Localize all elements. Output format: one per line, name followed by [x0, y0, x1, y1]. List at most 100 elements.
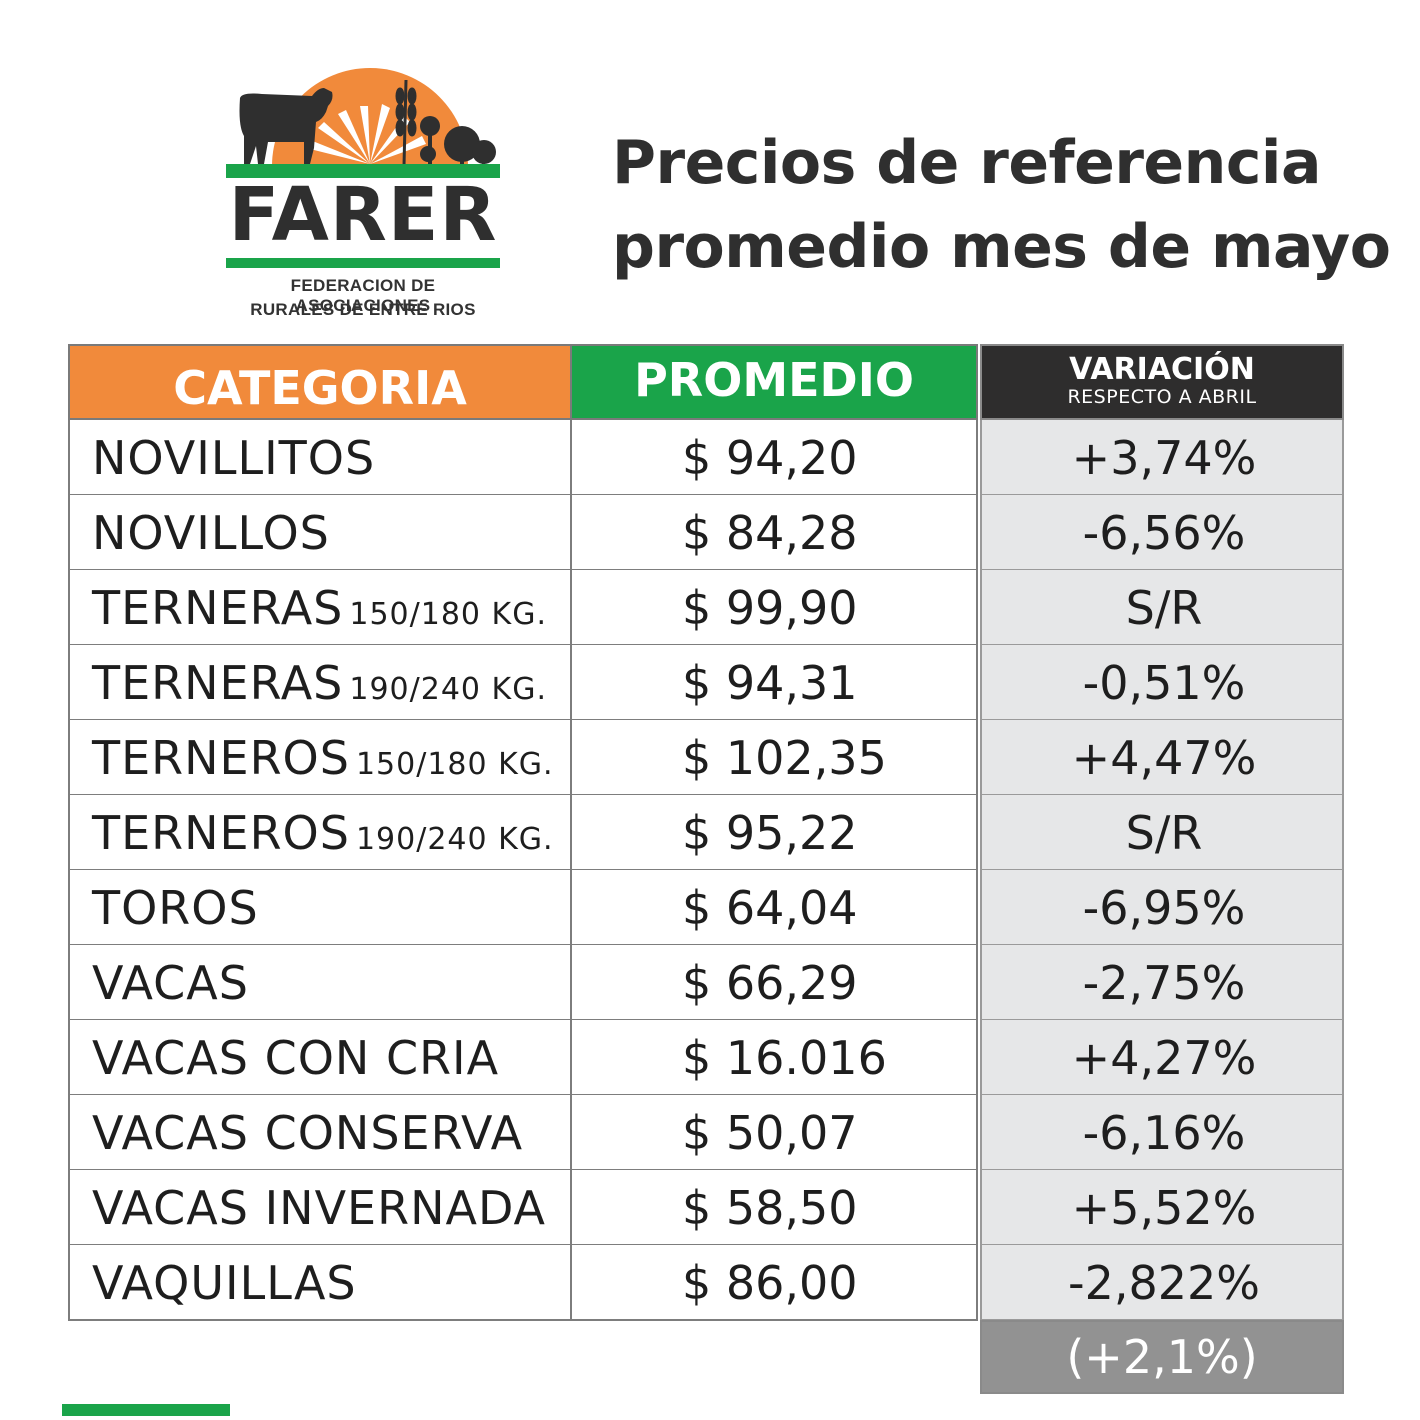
header-variacion-sublabel: RESPECTO A ABRIL	[1067, 386, 1257, 408]
cell-promedio: $ 64,04	[572, 870, 978, 946]
header-variacion-label: VARIACIÓN	[1069, 352, 1255, 387]
page-title-line2: promedio mes de mayo	[612, 212, 1391, 282]
table-row: VAQUILLAS $ 86,00 -2,822%	[68, 1245, 1344, 1321]
cell-variacion: +5,52%	[980, 1170, 1344, 1246]
header-categoria-label: CATEGORIA	[173, 361, 467, 415]
cell-promedio: $ 95,22	[572, 795, 978, 871]
cell-promedio: $ 66,29	[572, 945, 978, 1021]
logo-emblem	[226, 68, 500, 182]
logo-subtitle-line1: FEDERACION DE ASOCIACIONES	[290, 276, 436, 315]
table-row: TOROS $ 64,04 -6,95%	[68, 870, 1344, 946]
cell-categoria: NOVILLITOS	[68, 420, 572, 496]
total-variacion-cell: (+2,1%)	[980, 1320, 1344, 1394]
table-row: TERNERAS 190/240 KG. $ 94,31 -0,51%	[68, 645, 1344, 721]
promedio-value: $ 99,90	[682, 581, 858, 635]
cell-variacion: -6,95%	[980, 870, 1344, 946]
promedio-value: $ 95,22	[682, 806, 858, 860]
cell-variacion: -6,16%	[980, 1095, 1344, 1171]
cell-promedio: $ 94,31	[572, 645, 978, 721]
table-row: TERNEROS 150/180 KG. $ 102,35 +4,47%	[68, 720, 1344, 796]
variacion-value: +3,74%	[1071, 431, 1257, 485]
cell-categoria: VAQUILLAS	[68, 1245, 572, 1321]
promedio-value: $ 84,28	[682, 506, 858, 560]
table-row: VACAS INVERNADA $ 58,50 +5,52%	[68, 1170, 1344, 1246]
cell-promedio: $ 84,28	[572, 495, 978, 571]
variacion-value: -6,95%	[1082, 881, 1246, 935]
cell-categoria: TERNEROS 150/180 KG.	[68, 720, 572, 796]
cell-promedio: $ 102,35	[572, 720, 978, 796]
header-variacion: VARIACIÓN RESPECTO A ABRIL	[980, 344, 1344, 420]
header-promedio-label: PROMEDIO	[634, 353, 914, 407]
promedio-value: $ 16.016	[682, 1031, 887, 1085]
categoria-label: TERNEROS 150/180 KG.	[92, 730, 554, 793]
promedio-value: $ 50,07	[682, 1106, 858, 1160]
categoria-text: TERNEROS	[92, 731, 350, 785]
categoria-label: NOVILLITOS	[92, 431, 376, 485]
categoria-text: TERNEROS	[92, 806, 350, 860]
cell-categoria: TERNERAS 190/240 KG.	[68, 645, 572, 721]
categoria-text: TERNERAS	[92, 581, 344, 635]
promedio-value: $ 58,50	[682, 1181, 858, 1235]
categoria-text: TERNERAS	[92, 656, 344, 710]
promedio-value: $ 94,20	[682, 431, 858, 485]
table-row: VACAS $ 66,29 -2,75%	[68, 945, 1344, 1021]
cell-variacion: -2,822%	[980, 1245, 1344, 1321]
cell-promedio: $ 58,50	[572, 1170, 978, 1246]
variacion-value: -0,51%	[1082, 656, 1246, 710]
cell-variacion: -2,75%	[980, 945, 1344, 1021]
variacion-value: -2,75%	[1082, 956, 1246, 1010]
cell-categoria: TERNEROS 190/240 KG.	[68, 795, 572, 871]
table-row: VACAS CON CRIA $ 16.016 +4,27%	[68, 1020, 1344, 1096]
variacion-value: S/R	[1125, 581, 1203, 635]
cell-categoria: VACAS INVERNADA	[68, 1170, 572, 1246]
cell-categoria: VACAS	[68, 945, 572, 1021]
promedio-value: $ 86,00	[682, 1256, 858, 1310]
cell-variacion: +4,47%	[980, 720, 1344, 796]
cell-categoria: TOROS	[68, 870, 572, 946]
promedio-value: $ 94,31	[682, 656, 858, 710]
cell-promedio: $ 99,90	[572, 570, 978, 646]
footer-green-bar	[62, 1404, 230, 1416]
cow-icon	[239, 88, 333, 164]
categoria-label: TERNERAS 190/240 KG.	[92, 655, 547, 718]
table-row: NOVILLOS $ 84,28 -6,56%	[68, 495, 1344, 571]
cell-categoria: NOVILLOS	[68, 495, 572, 571]
categoria-detalle: 150/180 KG.	[355, 747, 554, 782]
categoria-detalle: 190/240 KG.	[349, 672, 547, 707]
categoria-label: VACAS INVERNADA	[92, 1181, 547, 1235]
table-row: VACAS CONSERVA $ 50,07 -6,16%	[68, 1095, 1344, 1171]
header-categoria: CATEGORIA	[68, 344, 572, 420]
categoria-detalle: 150/180 KG.	[349, 597, 547, 632]
table-row: TERNERAS 150/180 KG. $ 99,90 S/R	[68, 570, 1344, 646]
promedio-value: $ 66,29	[682, 956, 858, 1010]
variacion-value: +4,47%	[1071, 731, 1257, 785]
variacion-value: +5,52%	[1071, 1181, 1257, 1235]
variacion-value: +4,27%	[1071, 1031, 1257, 1085]
logo-underline	[226, 258, 500, 268]
categoria-label: VACAS CON CRIA	[92, 1031, 500, 1085]
cell-promedio: $ 86,00	[572, 1245, 978, 1321]
categoria-label: VAQUILLAS	[92, 1256, 357, 1310]
table-row: TERNEROS 190/240 KG. $ 95,22 S/R	[68, 795, 1344, 871]
table-row: NOVILLITOS $ 94,20 +3,74%	[68, 420, 1344, 496]
variacion-value: S/R	[1125, 806, 1203, 860]
page-title-line1: Precios de referencia	[612, 128, 1321, 198]
variacion-value: -2,822%	[1068, 1256, 1260, 1310]
logo-subtitle-line2: RURALES DE ENTRE RIOS	[250, 300, 476, 319]
categoria-label: TERNERAS 150/180 KG.	[92, 580, 547, 643]
variacion-value: -6,56%	[1082, 506, 1246, 560]
categoria-label: NOVILLOS	[92, 506, 330, 560]
categoria-label: TERNEROS 190/240 KG.	[92, 805, 554, 868]
cell-variacion: S/R	[980, 570, 1344, 646]
cell-variacion: -0,51%	[980, 645, 1344, 721]
promedio-value: $ 102,35	[682, 731, 887, 785]
variacion-value: -6,16%	[1082, 1106, 1246, 1160]
cell-promedio: $ 50,07	[572, 1095, 978, 1171]
categoria-label: TOROS	[92, 881, 259, 935]
promedio-value: $ 64,04	[682, 881, 858, 935]
cell-categoria: VACAS CONSERVA	[68, 1095, 572, 1171]
cell-promedio: $ 16.016	[572, 1020, 978, 1096]
farer-logo: FARER FEDERACION DE ASOCIACIONES RURALES…	[222, 66, 504, 324]
cell-promedio: $ 94,20	[572, 420, 978, 496]
cell-categoria: TERNERAS 150/180 KG.	[68, 570, 572, 646]
